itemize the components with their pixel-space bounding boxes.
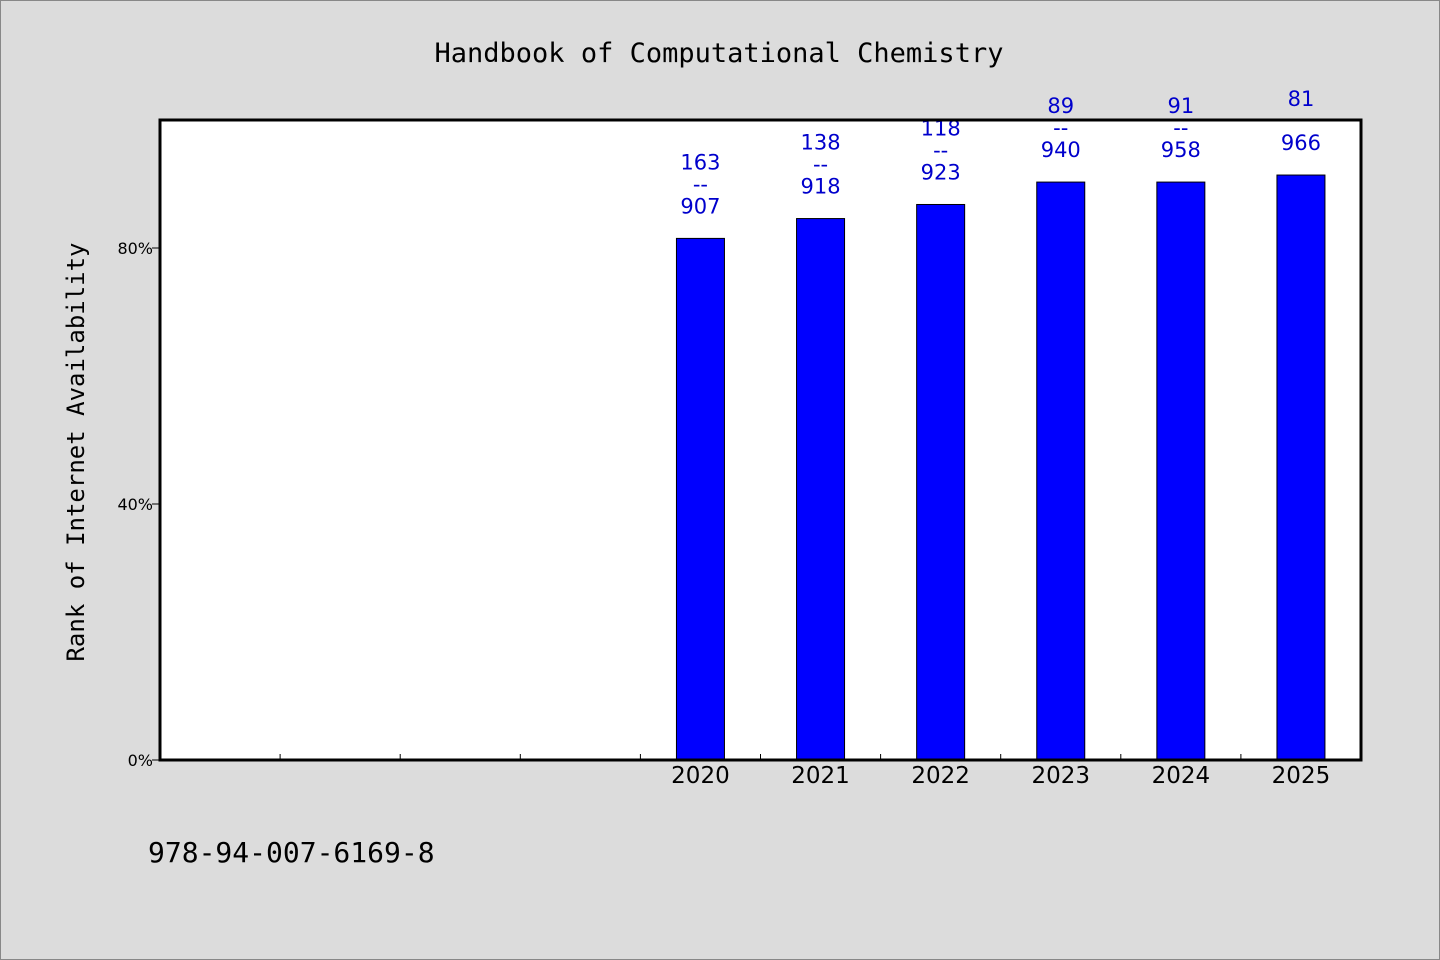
chart-title: Handbook of Computational Chemistry (435, 38, 1004, 69)
x-tick-label: 2023 (1031, 763, 1090, 789)
data-label-top: 91 (1167, 94, 1194, 118)
bar-2020 (675, 237, 725, 761)
data-label-bottom: 966 (1281, 131, 1321, 155)
data-label-top: 89 (1047, 94, 1074, 118)
data-label-bottom: 923 (921, 160, 961, 184)
bar-2025 (1276, 174, 1326, 761)
data-label-top: 138 (801, 131, 841, 155)
x-tick-label: 2024 (1152, 763, 1211, 789)
data-label-bottom: 958 (1161, 138, 1201, 162)
data-label-bottom: 918 (801, 175, 841, 199)
y-tick-label: 80% (117, 239, 153, 258)
isbn-footer: 978-94-007-6169-8 (148, 836, 435, 869)
data-label-top: 81 (1288, 87, 1315, 111)
y-tick-label: 40% (117, 495, 153, 514)
x-tick-label: 2021 (791, 763, 850, 789)
plot-border (158, 118, 1363, 762)
bar-2021 (796, 218, 846, 761)
y-tick-label: 0% (128, 751, 153, 770)
data-label-bottom: 940 (1041, 138, 1081, 162)
data-label-separator: -- (693, 172, 708, 196)
data-label-separator: -- (933, 138, 948, 162)
x-tick-label: 2020 (671, 763, 730, 789)
bar-2024 (1156, 181, 1206, 761)
chart-marks: 0%40%80%2020907--1632021918--1382022923-… (117, 87, 1330, 789)
x-tick-label: 2022 (911, 763, 970, 789)
data-label-separator: -- (1053, 116, 1068, 140)
data-label-separator: -- (813, 153, 828, 177)
bar-2022 (916, 203, 966, 761)
bar-2023 (1036, 181, 1086, 761)
data-label-bottom: 907 (680, 194, 720, 218)
x-tick-label: 2025 (1272, 763, 1331, 789)
data-label-separator: -- (1173, 116, 1188, 140)
y-axis-label: Rank of Internet Availability (62, 242, 90, 661)
data-label-top: 163 (680, 150, 720, 174)
